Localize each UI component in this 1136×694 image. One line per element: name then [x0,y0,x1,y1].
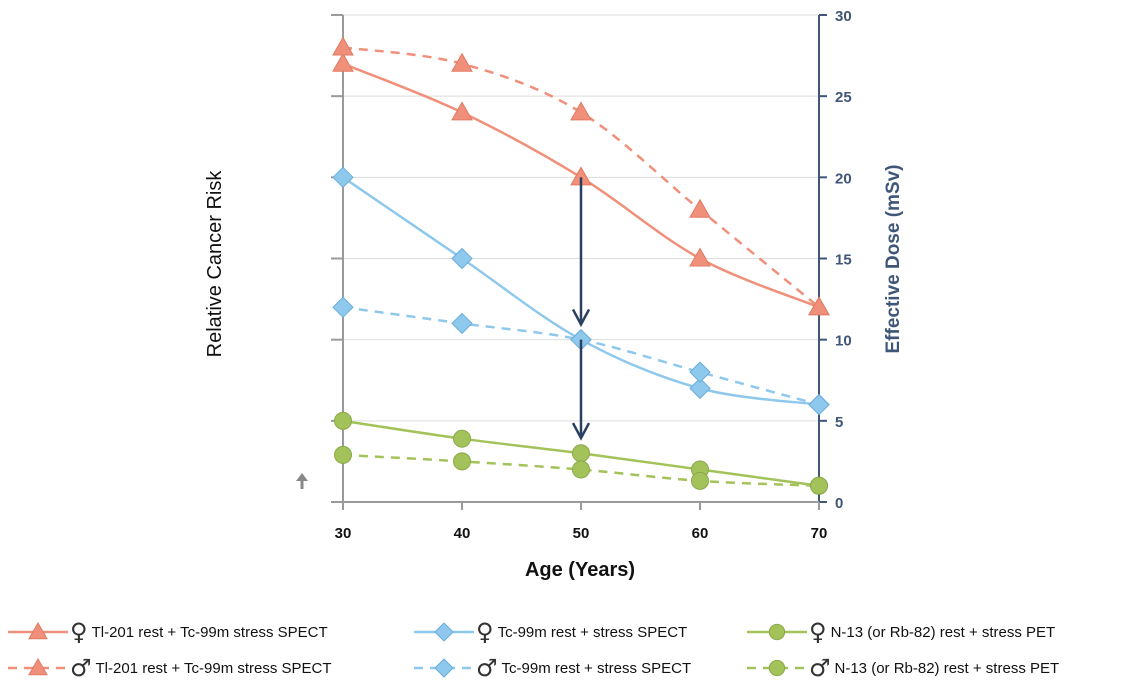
y-tick-label: 25 [835,89,852,106]
y-axis-right-title: Effective Dose (mSv) [883,164,904,353]
legend-marker-circle [769,660,784,675]
y-tick-label: 0 [835,495,843,512]
legend-item: ♀ Tc-99m rest + stress SPECT [412,614,687,650]
data-point [571,102,591,120]
annotations-layer [573,177,589,438]
female-icon: ♀ [70,618,88,646]
legend-swatch [6,653,70,683]
legend-marker-diamond [435,659,453,677]
data-point [335,412,352,429]
data-point [335,446,352,463]
legend-item: ♀ Tl-201 rest + Tc-99m stress SPECT [6,614,328,650]
data-point [333,297,353,317]
x-tick-label: 30 [335,525,352,542]
legend-item: ♀ N-13 (or Rb-82) rest + stress PET [745,614,1055,650]
data-point [690,362,710,382]
y-tick-label: 5 [835,414,843,431]
legend-item: ♂ Tl-201 rest + Tc-99m stress SPECT [6,650,332,686]
male-icon: ♂ [809,654,831,682]
y-tick-label: 30 [835,8,852,25]
legend-label: Tc-99m rest + stress SPECT [502,660,692,677]
y-tick-label: 15 [835,252,852,269]
x-axis-title: Age (Years) [525,559,635,581]
legend-swatch [745,653,809,683]
chart: 0 5 10 15 20 25 30 30 40 50 60 70 Age (Years) Relat… [0,0,1136,612]
male-icon: ♂ [476,654,498,682]
legend-label: Tc-99m rest + stress SPECT [498,624,688,641]
data-point [452,102,472,120]
legend-label: Tl-201 rest + Tc-99m stress SPECT [96,660,332,677]
data-point [452,313,472,333]
y-tick-label: 10 [835,333,852,350]
x-tick-label: 40 [454,525,471,542]
legend-swatch [412,653,476,683]
data-point [452,249,472,269]
data-point [811,477,828,494]
y-tick-label: 20 [835,170,852,187]
legend-label: N-13 (or Rb-82) rest + stress PET [835,660,1060,677]
small-up-arrow-icon [296,473,308,489]
data-point [333,54,353,71]
data-point [573,445,590,462]
male-icon: ♂ [70,654,92,682]
legend-label: Tl-201 rest + Tc-99m stress SPECT [92,624,328,641]
legend-item: ♂ Tc-99m rest + stress SPECT [412,650,691,686]
legend-swatch [745,617,809,647]
data-point [573,461,590,478]
legend-marker-circle [769,624,784,639]
data-point [809,297,829,315]
x-tick-label: 70 [811,525,828,542]
down-arrow-icon [573,340,589,438]
legend-item: ♂ N-13 (or Rb-82) rest + stress PET [745,650,1059,686]
data-point [809,395,829,415]
tick-labels: 0 5 10 15 20 25 30 30 40 50 60 70 [335,8,852,542]
data-point [454,430,471,447]
y-axis-left-title: Relative Cancer Risk [204,170,226,358]
female-icon: ♀ [476,618,494,646]
legend-label: N-13 (or Rb-82) rest + stress PET [831,624,1056,641]
legend-swatch [6,617,70,647]
down-arrow-icon [573,177,589,324]
legend-swatch [412,617,476,647]
data-point [333,167,353,187]
legend-marker-diamond [435,623,453,641]
legend: ♀ Tl-201 rest + Tc-99m stress SPECT ♀ Tc-99… [0,612,1136,694]
x-tick-label: 50 [573,525,590,542]
data-point [692,472,709,489]
data-point [333,37,353,55]
x-tick-label: 60 [692,525,709,542]
data-point [690,249,710,267]
female-icon: ♀ [809,618,827,646]
data-point [454,453,471,470]
